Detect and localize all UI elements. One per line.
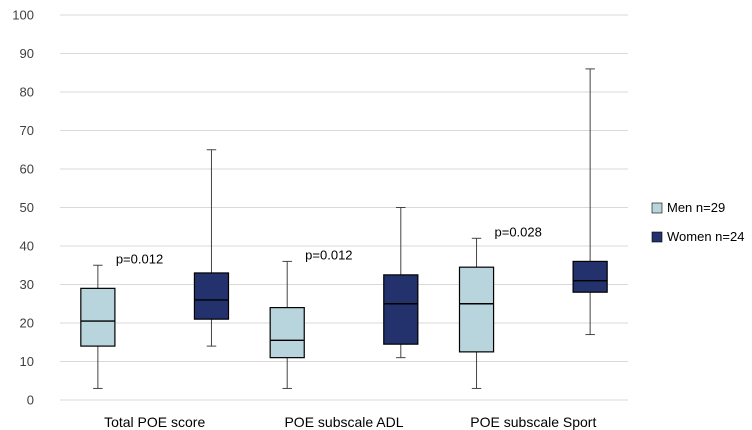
y-tick-label: 70 (20, 123, 34, 138)
box-iqr (572, 260, 608, 293)
y-tick-label: 30 (20, 277, 34, 292)
y-tick-label: 90 (20, 46, 34, 61)
box-iqr (383, 274, 419, 345)
legend-swatch (651, 202, 663, 214)
y-tick-label: 20 (20, 316, 34, 331)
x-category-label: POE subscale Sport (470, 414, 596, 430)
box-men-1 (269, 260, 305, 389)
x-category-label: Total POE score (104, 414, 205, 430)
legend: Men n=29 Women n=24 (651, 200, 744, 244)
box-men-0 (80, 264, 116, 389)
legend-label: Men n=29 (667, 200, 725, 215)
box-iqr (80, 287, 116, 347)
legend-swatch (651, 231, 663, 243)
y-tick-label: 40 (20, 239, 34, 254)
box-iqr (458, 266, 495, 353)
box-iqr (269, 307, 305, 359)
y-tick-label: 50 (20, 200, 34, 215)
box-women-2 (572, 68, 608, 336)
x-category-label: POE subscale ADL (284, 414, 403, 430)
gridlines: 0 10 20 30 40 50 60 70 80 90 100 (12, 8, 628, 408)
box-iqr (193, 272, 230, 320)
y-tick-label: 80 (20, 85, 34, 100)
p-value-annotation: p=0.028 (495, 224, 542, 239)
y-tick-label: 100 (12, 8, 34, 23)
y-tick-label: 10 (20, 354, 34, 369)
y-tick-label: 60 (20, 162, 34, 177)
p-value-annotation: p=0.012 (305, 247, 352, 262)
legend-label: Women n=24 (667, 229, 744, 244)
box-women-0 (193, 149, 230, 347)
p-value-annotation: p=0.012 (116, 251, 163, 266)
y-tick-label: 0 (27, 393, 34, 408)
box-men-2 (458, 237, 495, 389)
box-women-1 (383, 207, 419, 359)
